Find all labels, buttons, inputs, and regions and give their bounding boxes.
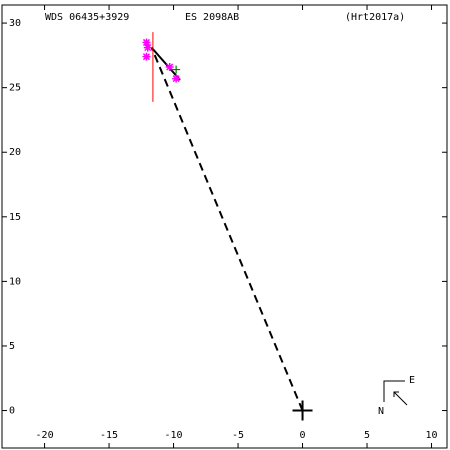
compass-east: E (409, 375, 415, 386)
compass-axes (383, 380, 405, 402)
x-tick-label: -20 (36, 430, 54, 441)
y-tick-label: 15 (9, 212, 21, 223)
chart-title: WDS 06435+3929 (45, 12, 129, 23)
y-tick-label: 20 (9, 147, 21, 158)
plot-frame (1, 4, 448, 449)
compass-north: N (378, 406, 384, 417)
x-tick-label: -5 (232, 430, 244, 441)
compass: E N (378, 375, 415, 417)
chart-subtitle: ES 2098AB (185, 12, 239, 23)
compass-arrow (393, 391, 408, 406)
x-tick-label: -10 (165, 430, 183, 441)
x-tick-label: 10 (425, 430, 437, 441)
orbit-line (150, 46, 181, 81)
measurement (142, 38, 151, 47)
predicted-point (172, 65, 181, 74)
x-tick-label: 5 (364, 430, 370, 441)
y-tick-label: 25 (9, 83, 21, 94)
primary-star (292, 400, 313, 421)
x-tick-label: -15 (100, 430, 118, 441)
y-tick-label: 0 (9, 406, 15, 417)
y-tick-label: 5 (9, 341, 15, 352)
measurement (142, 52, 151, 61)
compass-arrowhead (393, 391, 399, 397)
y-tick-label: 10 (9, 276, 21, 287)
x-tick-label: 0 (300, 430, 306, 441)
y-tick-label: 30 (9, 18, 21, 29)
reference: (Hrt2017a) (345, 12, 405, 23)
orbit-line (150, 47, 304, 411)
measurement (172, 74, 181, 83)
measurement (143, 43, 152, 52)
measurement (165, 62, 174, 71)
